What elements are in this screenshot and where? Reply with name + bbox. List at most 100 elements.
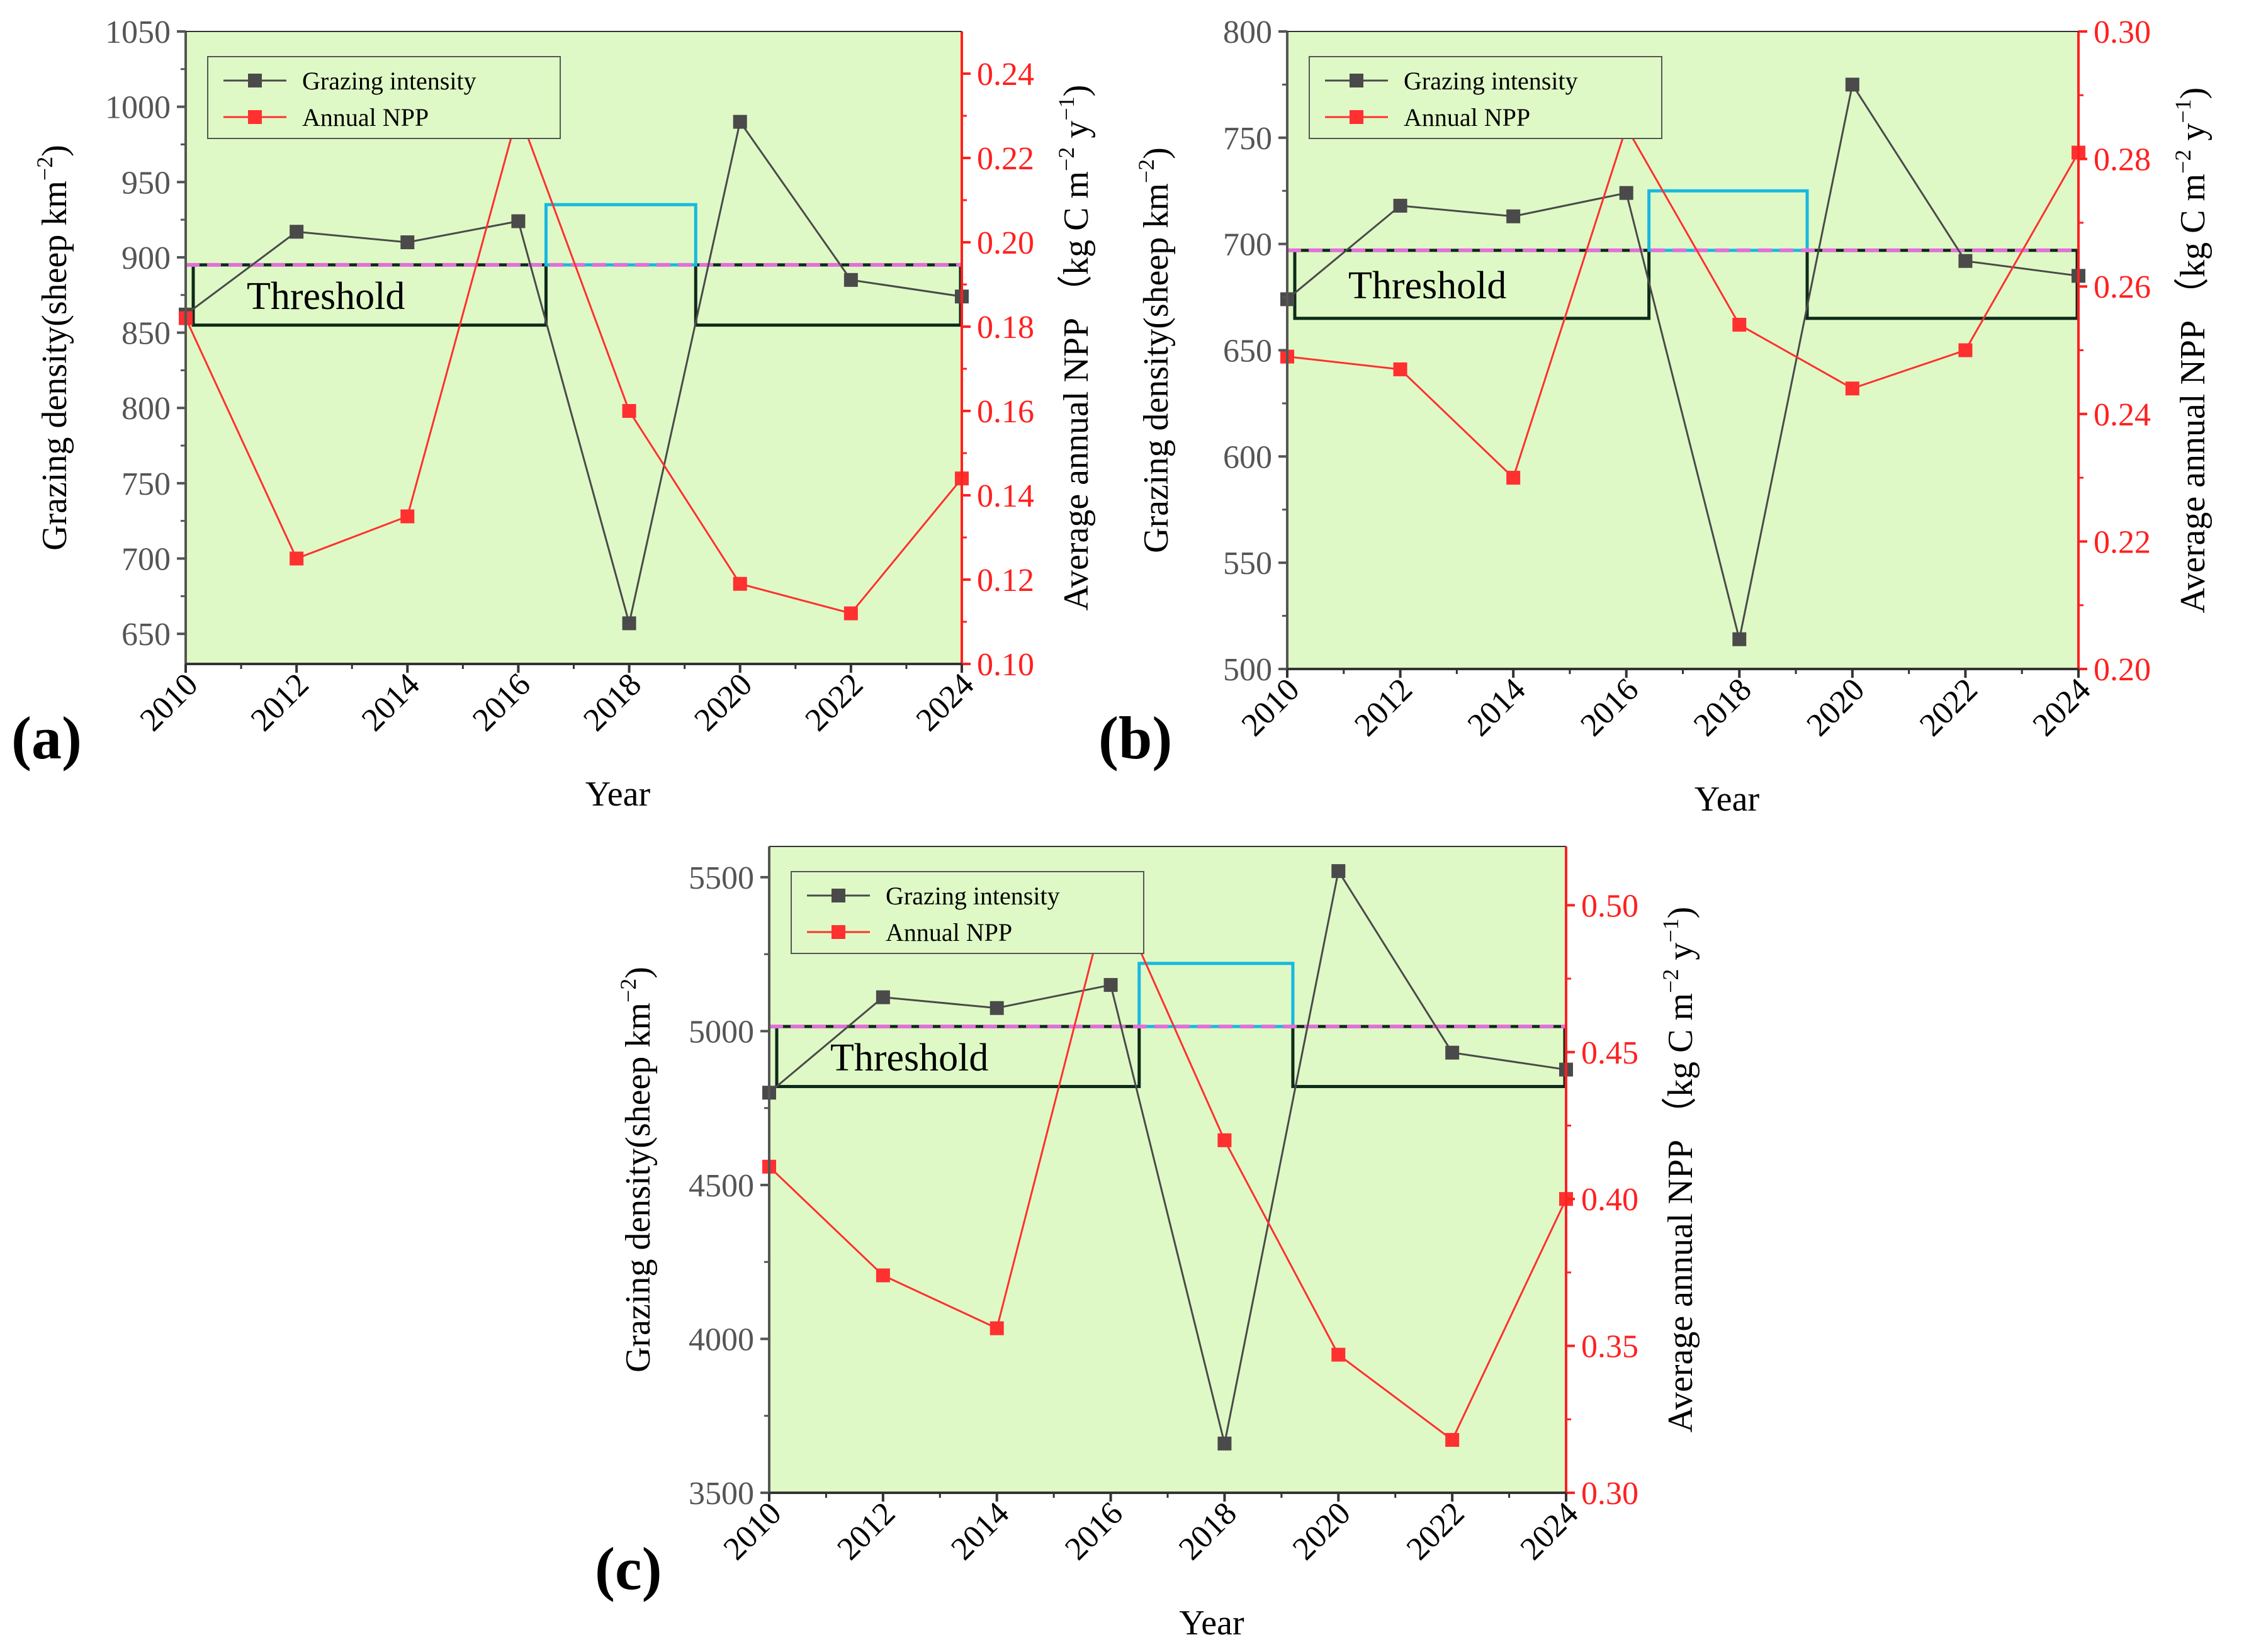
x-tick-label: 2012 xyxy=(244,666,316,738)
left-axis-title-main: Grazing density(sheep km xyxy=(1137,183,1176,553)
right-tick-label: 0.22 xyxy=(2094,524,2151,560)
right-axis-title-sup1: −2 xyxy=(2170,150,2196,174)
npp-series-line xyxy=(768,882,1567,1442)
grazing-point-2020 xyxy=(1845,77,1859,92)
left-tick-label: 850 xyxy=(121,316,171,352)
plot-background xyxy=(769,846,1566,1493)
right-tick-label: 0.30 xyxy=(1581,1476,1638,1512)
grazing-point-2020 xyxy=(1331,864,1346,879)
threshold-label: Threshold xyxy=(830,1037,988,1079)
x-axis-title: Year xyxy=(1179,1604,1244,1643)
left-tick-label: 650 xyxy=(121,617,171,653)
x-tick-label: 2020 xyxy=(1800,671,1871,743)
grazing-point-2014 xyxy=(1506,209,1521,223)
x-tick-label: 2014 xyxy=(944,1495,1016,1567)
x-tick-label: 2010 xyxy=(133,666,205,738)
grazing-point-2022 xyxy=(843,273,858,287)
grazing-point-2012 xyxy=(1393,198,1407,213)
npp-series-line xyxy=(1287,125,2080,480)
x-axis-title: Year xyxy=(1694,780,1760,819)
left-tick-label: 900 xyxy=(121,240,171,276)
panel-letter: (c) xyxy=(595,1535,662,1602)
grazing-series-line xyxy=(769,868,1567,1444)
grazing-point-2016 xyxy=(511,214,526,228)
left-tick-label: 5500 xyxy=(689,860,754,896)
grazing-point-2016 xyxy=(1103,978,1118,992)
right-axis-title-sup1: −2 xyxy=(1658,969,1683,993)
grazing-point-2018 xyxy=(1732,632,1747,646)
left-axis-title: Grazing density(sheep km−2) xyxy=(1134,147,1176,553)
legend-marker xyxy=(248,110,262,124)
x-tick-label: 2012 xyxy=(1348,671,1419,743)
left-tick-label: 1050 xyxy=(105,14,171,50)
npp-point-2022 xyxy=(843,606,858,621)
left-axis-title: Grazing density(sheep km−2) xyxy=(32,145,74,551)
left-axis-title-sup: −2 xyxy=(1134,159,1159,183)
left-tick-label: 600 xyxy=(1223,439,1272,475)
right-axis-title-main: Average annual NPP （kg C m xyxy=(1057,171,1096,610)
left-axis-title: Grazing density(sheep km−2) xyxy=(616,967,658,1373)
left-tick-label: 4500 xyxy=(689,1168,754,1204)
right-axis-title-sup1: −2 xyxy=(1054,147,1079,171)
panel-c: Threshold 3500 4000 4500 5000 5500 0.30 0.35 0.4… xyxy=(595,846,1700,1643)
npp-point-2018 xyxy=(622,404,636,418)
right-axis-title-main: Average annual NPP （kg C m xyxy=(1661,993,1700,1432)
legend-marker xyxy=(832,889,845,902)
x-tick-label: 2016 xyxy=(1574,671,1645,743)
left-tick-label: 5000 xyxy=(689,1014,754,1050)
x-tick-label: 2024 xyxy=(910,666,981,738)
right-axis-title: Average annual NPP （kg C m−2 y−1) xyxy=(1054,85,1096,611)
npp-point-2018 xyxy=(1217,1133,1232,1147)
left-axis-title-end: ) xyxy=(1137,147,1176,159)
right-axis-title-mid: y xyxy=(1661,943,1700,969)
threshold-label: Threshold xyxy=(247,275,405,318)
panel-letter: (b) xyxy=(1098,704,1172,772)
x-tick-label: 2018 xyxy=(1687,671,1759,743)
right-axis-title-mid: y xyxy=(2174,123,2213,150)
right-tick-label: 0.35 xyxy=(1581,1329,1638,1365)
legend: Grazing intensity Annual NPP xyxy=(1309,56,1662,139)
legend-marker xyxy=(1350,110,1363,124)
npp-point-2014 xyxy=(400,509,415,524)
right-axis-title-end: ) xyxy=(1057,85,1096,97)
threshold-label: Threshold xyxy=(1348,264,1506,307)
x-tick-label: 2014 xyxy=(355,666,427,738)
legend-box xyxy=(791,871,1144,954)
npp-point-2012 xyxy=(1393,362,1407,376)
x-tick-label: 2012 xyxy=(830,1495,902,1567)
npp-point-2020 xyxy=(733,576,747,591)
left-tick-label: 650 xyxy=(1223,334,1272,369)
legend-label: Grazing intensity xyxy=(1404,67,1578,95)
left-tick-label: 3500 xyxy=(689,1476,754,1512)
grazing-series-line xyxy=(1287,82,2079,640)
right-tick-label: 0.16 xyxy=(977,394,1034,430)
right-axis-title-main: Average annual NPP （kg C m xyxy=(2174,174,2213,613)
npp-point-2012 xyxy=(876,1268,890,1283)
grazing-point-2022 xyxy=(1958,254,1973,268)
left-axis-title-main: Grazing density(sheep km xyxy=(35,181,74,551)
x-tick-label: 2020 xyxy=(687,666,759,738)
x-tick-label: 2014 xyxy=(1461,671,1533,743)
x-tick-label: 2016 xyxy=(466,666,538,738)
left-tick-label: 700 xyxy=(1223,227,1272,263)
right-tick-label: 0.40 xyxy=(1581,1182,1638,1218)
left-axis-title-end: ) xyxy=(35,145,74,157)
right-tick-label: 0.26 xyxy=(2094,269,2151,305)
x-axis-title: Year xyxy=(585,775,651,814)
npp-point-2022 xyxy=(1958,343,1973,357)
right-tick-label: 0.10 xyxy=(977,647,1034,683)
above-threshold-box xyxy=(1137,962,1295,1028)
npp-point-2014 xyxy=(990,1321,1004,1335)
x-tick-label: 2018 xyxy=(1172,1495,1244,1567)
right-tick-label: 0.30 xyxy=(2094,14,2151,50)
right-axis-title-sup2: −1 xyxy=(1054,96,1079,120)
right-tick-label: 0.12 xyxy=(977,563,1034,598)
npp-point-2014 xyxy=(1506,471,1521,485)
right-tick-label: 0.24 xyxy=(977,57,1034,93)
legend-box xyxy=(1309,56,1662,139)
right-tick-label: 0.14 xyxy=(977,478,1034,514)
right-tick-label: 0.24 xyxy=(2094,397,2151,433)
left-axis-title-main: Grazing density(sheep km xyxy=(619,1003,658,1373)
panel-a: Threshold 650 700 750 800 850 900 950 1000 1050 0.… xyxy=(11,14,1096,814)
